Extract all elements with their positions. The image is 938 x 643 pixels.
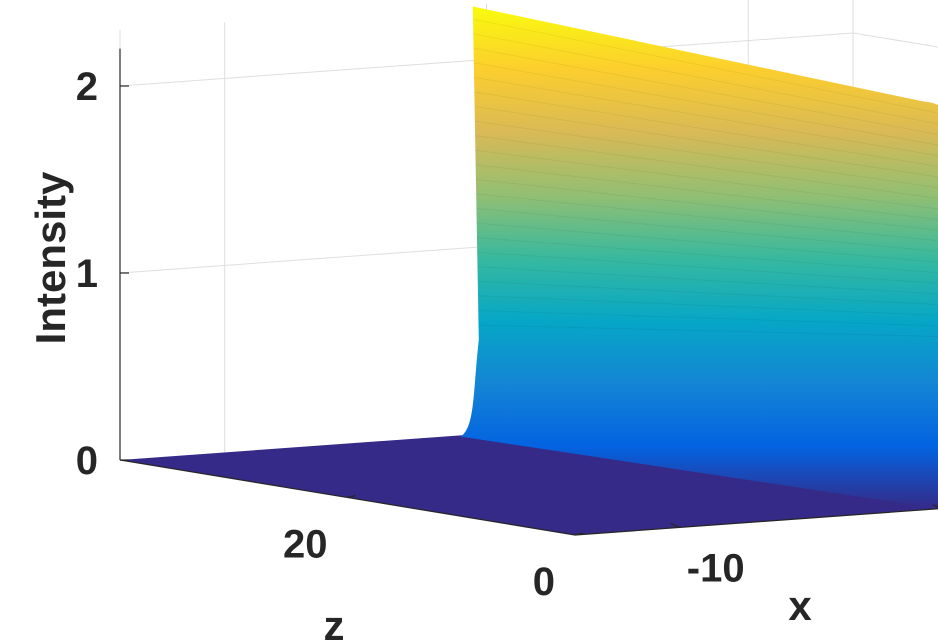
surface-mesh-line	[476, 193, 938, 242]
z-tick-mark	[574, 532, 584, 536]
surface-mesh-line	[476, 222, 938, 263]
surface-mesh-line	[474, 120, 938, 189]
main-peak-wall	[460, 6, 938, 509]
surface-mesh-line	[475, 164, 938, 221]
z-tick-label: 20	[283, 523, 328, 567]
surface-mesh-line	[475, 149, 938, 210]
x-axis-label: x	[788, 582, 812, 629]
surface-mesh-line	[477, 295, 938, 316]
surface-mesh-line	[473, 18, 938, 114]
intensity-tick-label: 1	[76, 252, 98, 296]
surface-mesh-line	[477, 266, 938, 295]
surface-mesh-line	[477, 280, 938, 306]
x-tick-mark	[932, 503, 938, 508]
surface-mesh-line	[475, 178, 938, 231]
y-axis-label: z	[324, 602, 345, 643]
z-axis-label: Intensity	[27, 171, 74, 344]
x-axis-line	[574, 508, 938, 536]
surface-mesh-line	[474, 76, 938, 157]
surface-mesh-line	[476, 237, 938, 274]
surface-mesh-line	[474, 106, 938, 178]
surface-mesh-line	[473, 62, 938, 146]
surface-mesh-line	[478, 310, 938, 327]
surface-mesh-line	[476, 208, 938, 252]
surface-mesh-line	[474, 91, 938, 167]
z-tick-mark	[347, 494, 356, 499]
grid-line-intensity	[119, 32, 938, 87]
surface-mesh-line	[475, 135, 938, 199]
surface-mesh-line	[477, 251, 938, 284]
x-tick-label: -10	[687, 546, 745, 590]
surface-mesh-line	[473, 33, 938, 125]
surface-layer	[120, 6, 938, 535]
x-tick-mark	[670, 522, 680, 528]
surface-mesh-line	[478, 324, 938, 337]
z-tick-label: 0	[533, 560, 555, 604]
intensity-tick-label: 2	[76, 65, 98, 109]
intensity-tick-label: 0	[76, 439, 98, 483]
surface-mesh-line	[473, 47, 938, 135]
